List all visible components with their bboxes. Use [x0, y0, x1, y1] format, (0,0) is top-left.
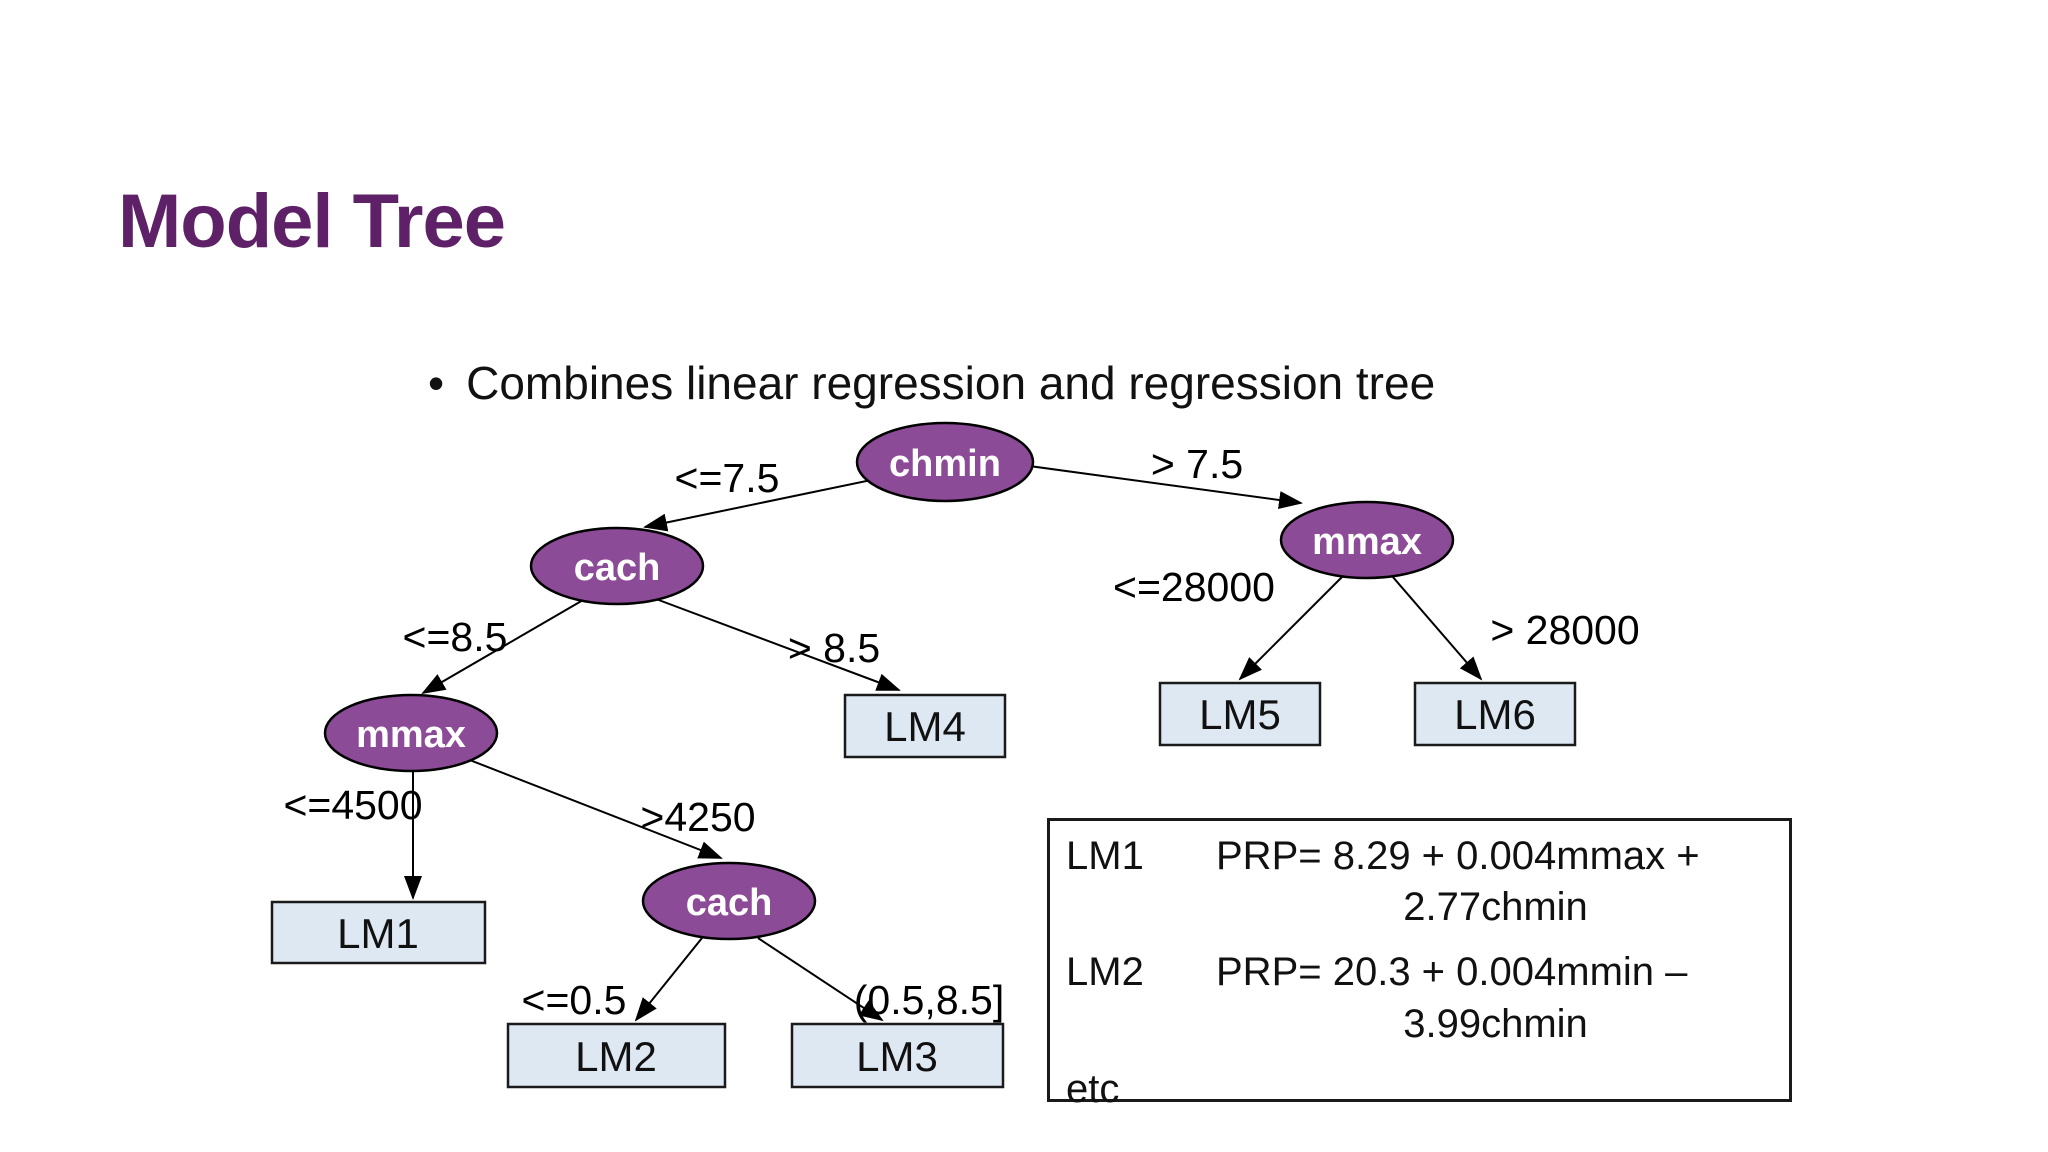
- node-cach-level2: [529, 526, 705, 606]
- leaf-lm1: [270, 900, 487, 965]
- leaf-lm3-label: LM3: [856, 1033, 938, 1080]
- node-cach-level4: [641, 861, 817, 941]
- tree-edges: [404, 461, 1483, 1022]
- edge-cach-lm4: [647, 595, 901, 691]
- edge-mmax2-cach2: [461, 756, 723, 859]
- leaf-lm4: [843, 693, 1007, 759]
- legend-lm1-label: LM1: [1066, 834, 1144, 878]
- legend-lm2-formula: PRP= 20.3 + 0.004mmin – 3.99chmin: [1216, 947, 1775, 1049]
- leaf-lm4-label: LM4: [884, 703, 966, 750]
- edge-label-chmin-left: <=7.5: [675, 455, 780, 501]
- legend-lm1-formula-line2: 2.77chmin: [1403, 885, 1588, 930]
- edge-label-mmax-left-left: <=4500: [283, 782, 422, 828]
- leaf-nodes: LM4 LM5 LM6 LM1 LM2 LM3: [270, 681, 1577, 1089]
- node-chmin-label: chmin: [889, 443, 1001, 485]
- node-cach-level4-label: cach: [686, 882, 773, 924]
- leaf-lm3: [790, 1022, 1005, 1089]
- legend-row-lm1: LM1 PRP= 8.29 + 0.004mmax + 2.77chmin: [1066, 831, 1775, 933]
- legend-lm2-formula-line2: 3.99chmin: [1403, 1001, 1588, 1046]
- leaf-lm1-label: LM1: [337, 910, 419, 957]
- legend-etc-text: etc: [1066, 1066, 1120, 1111]
- node-mmax-right-label: mmax: [1312, 521, 1422, 563]
- edge-cach2-lm2: [634, 937, 703, 1022]
- legend-lm1-formula-line1: PRP= 8.29 + 0.004mmax +: [1216, 834, 1700, 878]
- legend-row-lm2: LM2 PRP= 20.3 + 0.004mmin – 3.99chmin: [1066, 947, 1775, 1049]
- edge-label-mmax-left-right: >4250: [640, 794, 755, 840]
- legend-lm2-formula-line1: PRP= 20.3 + 0.004mmin –: [1216, 950, 1688, 995]
- leaf-lm2: [506, 1022, 727, 1089]
- edge-cach2-lm3: [757, 937, 884, 1022]
- legend-lm1-formula: PRP= 8.29 + 0.004mmax + 2.77chmin: [1216, 831, 1775, 933]
- edge-mmax-lm6: [1391, 575, 1483, 681]
- edge-cach-mmax2: [421, 595, 591, 695]
- leaf-lm6: [1413, 681, 1577, 747]
- leaf-lm5: [1158, 681, 1322, 747]
- edge-label-cach2-left: <=0.5: [522, 977, 627, 1023]
- decision-nodes: chmin cach mmax mmax cach: [323, 421, 1455, 941]
- edge-label-cach-right: > 8.5: [788, 625, 880, 671]
- page-title: Model Tree: [118, 179, 506, 264]
- node-mmax-right: [1279, 500, 1455, 580]
- node-cach-level2-label: cach: [574, 547, 661, 589]
- edge-label-chmin-right: > 7.5: [1151, 441, 1243, 487]
- node-chmin: [855, 421, 1035, 503]
- edge-label-cach2-right: (0.5,8.5]: [854, 977, 1004, 1023]
- bullet-marker-icon: •: [428, 357, 445, 409]
- leaf-lm2-label: LM2: [575, 1033, 657, 1080]
- leaf-lm5-label: LM5: [1199, 691, 1281, 738]
- node-mmax-left: [323, 693, 499, 773]
- legend-lm2-label: LM2: [1066, 950, 1144, 995]
- bullet-item: • Combines linear regression and regress…: [428, 358, 1435, 409]
- edge-label-mmax-right-left: <=28000: [1113, 564, 1275, 610]
- edge-label-mmax-right-right: > 28000: [1490, 607, 1639, 653]
- edge-chmin-mmax: [999, 461, 1303, 509]
- edge-labels: <=7.5 > 7.5 <=8.5 > 8.5 <=28000 > 28000 …: [283, 441, 1639, 1023]
- edge-chmin-cach: [643, 472, 906, 532]
- linear-models-legend: LM1 PRP= 8.29 + 0.004mmax + 2.77chmin LM…: [1047, 818, 1792, 1111]
- leaf-lm6-label: LM6: [1454, 691, 1536, 738]
- edge-mmax-lm5: [1238, 574, 1345, 681]
- node-mmax-left-label: mmax: [356, 714, 466, 756]
- bullet-text: Combines linear regression and regressio…: [466, 357, 1436, 409]
- edge-label-cach-left: <=8.5: [403, 614, 508, 660]
